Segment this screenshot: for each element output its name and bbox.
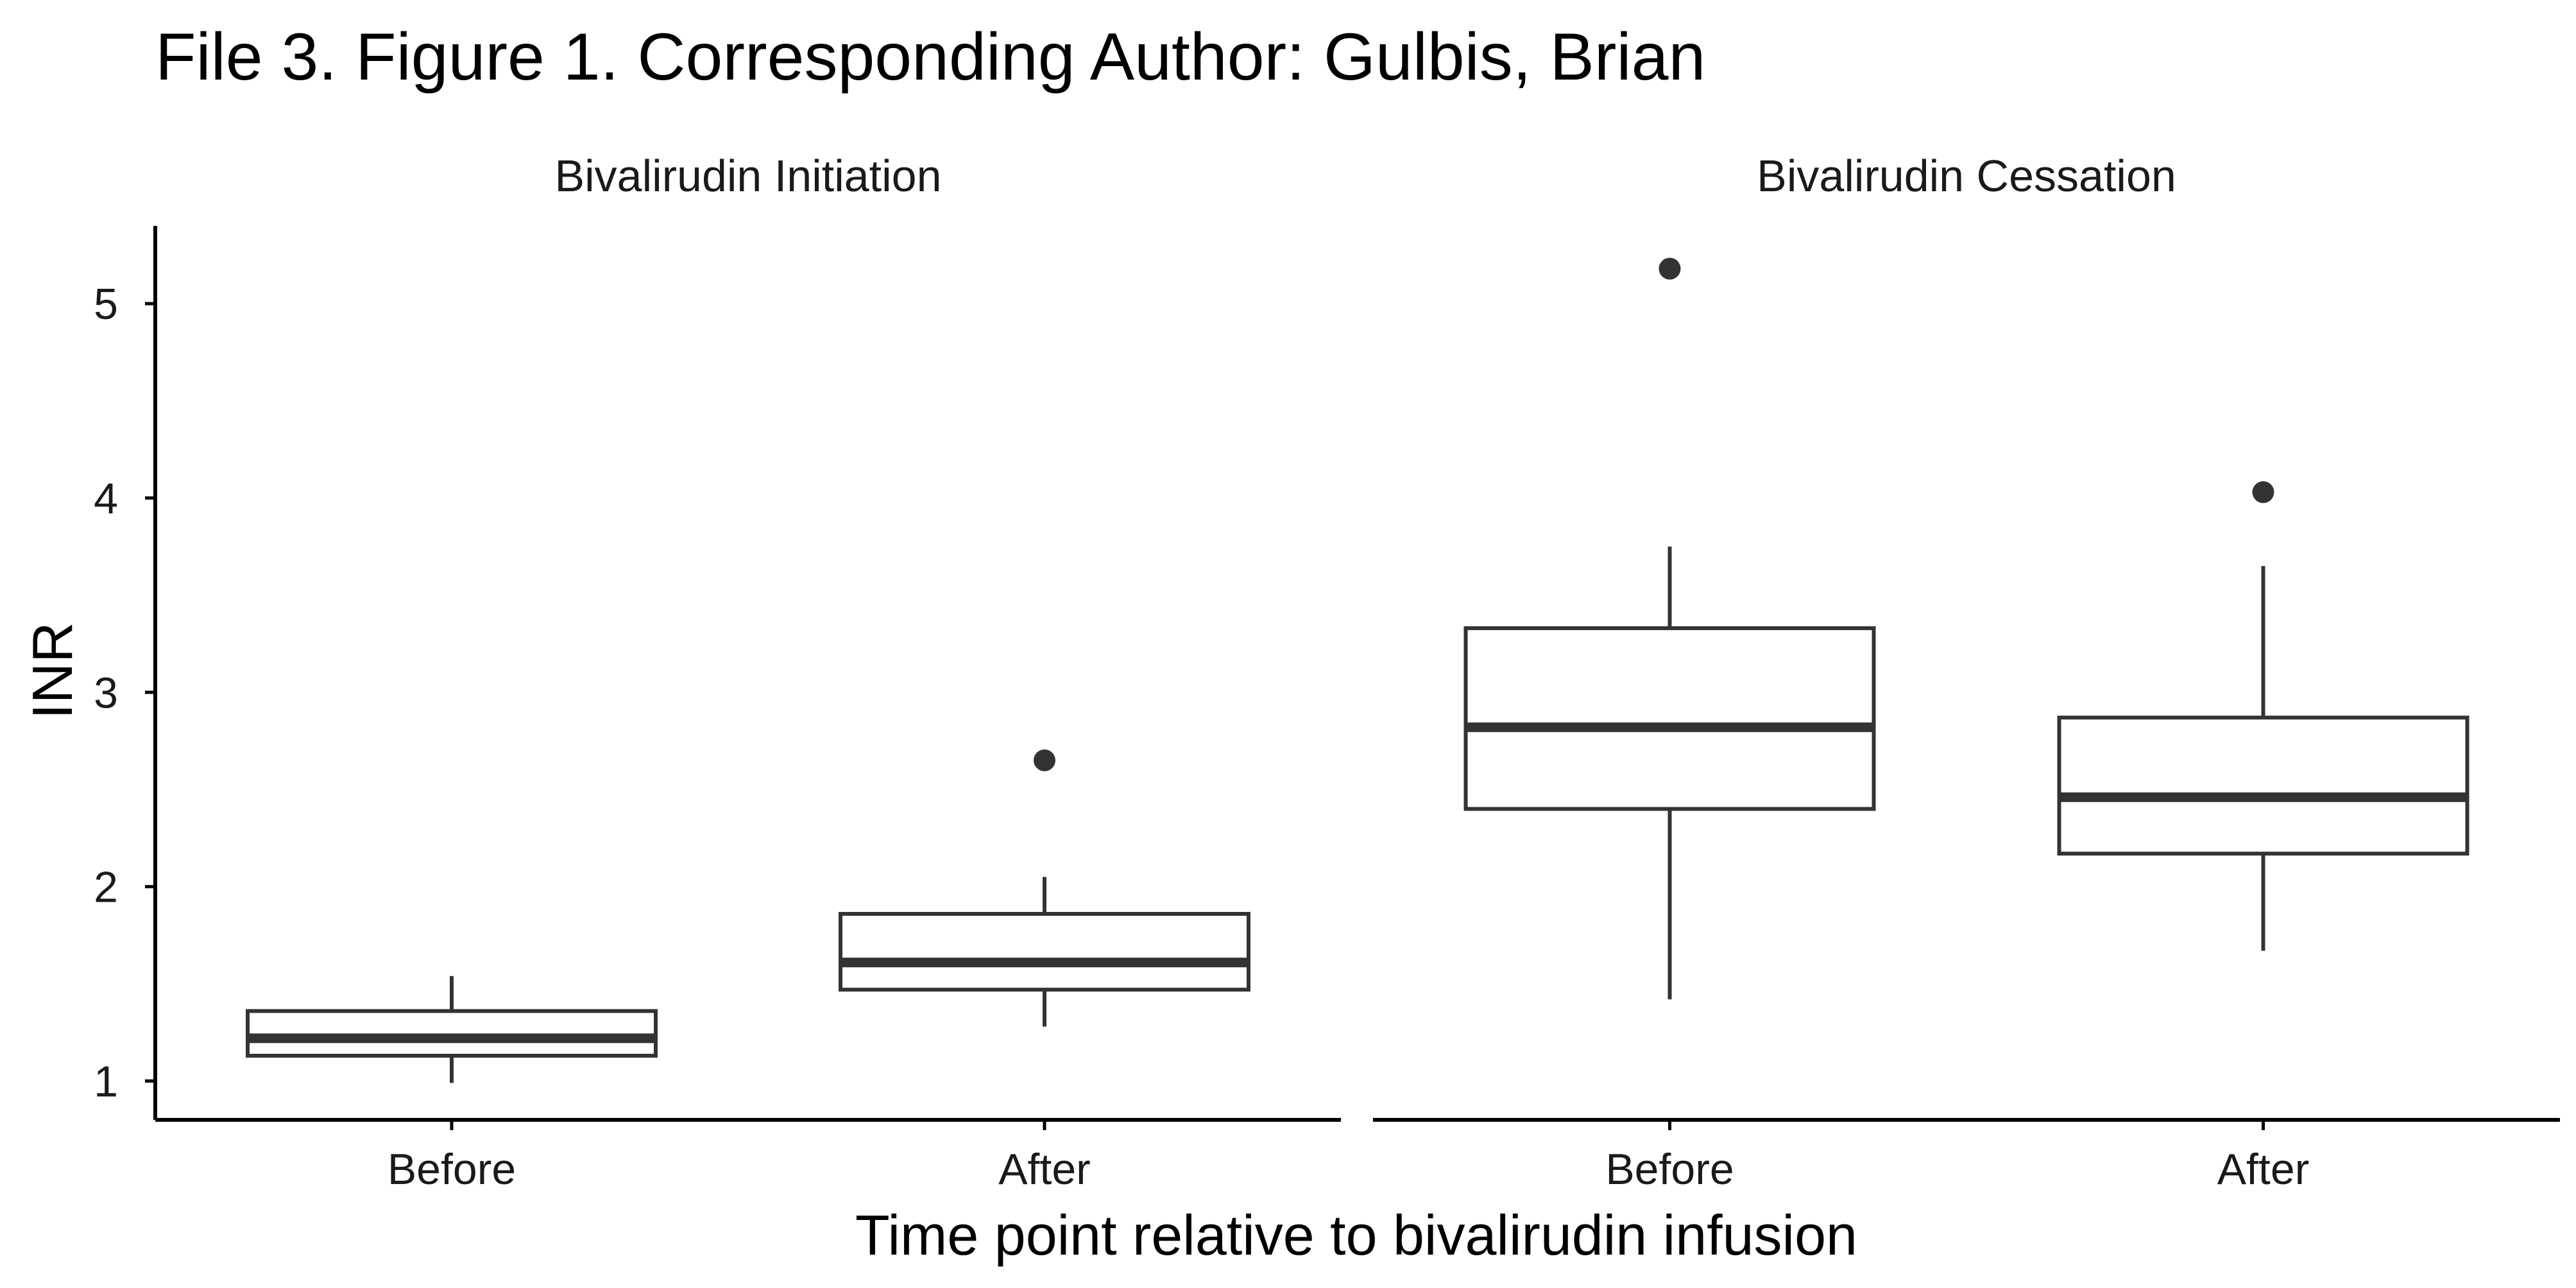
panel-strip-label: Bivalirudin Initiation xyxy=(554,151,941,201)
figure-title: File 3. Figure 1. Corresponding Author: … xyxy=(155,20,1705,94)
box-iqr xyxy=(2057,716,2469,856)
y-tick-label: 1 xyxy=(94,1057,118,1106)
box-iqr xyxy=(246,1009,658,1058)
outlier-point xyxy=(1034,749,1055,771)
box-iqr xyxy=(1463,626,1876,811)
y-tick-label: 5 xyxy=(94,280,118,329)
y-tick-label: 3 xyxy=(94,669,118,717)
x-tick-label: Before xyxy=(388,1145,516,1194)
x-tick-label: Before xyxy=(1605,1145,1734,1194)
outlier-point xyxy=(2252,481,2274,503)
chart-area: 1 2 3 4 5 Bivalirudin Initiation Before After Bi… xyxy=(94,151,2560,1194)
x-tick-label: After xyxy=(998,1145,1091,1194)
y-tick-label: 4 xyxy=(94,474,118,523)
y-axis-label: INR xyxy=(21,622,84,719)
outlier-point xyxy=(1659,257,1681,280)
y-tick-label: 2 xyxy=(94,863,118,912)
box-iqr xyxy=(839,912,1250,992)
panel-strip-label: Bivalirudin Cessation xyxy=(1757,151,2176,201)
x-axis-label: Time point relative to bivalirudin infus… xyxy=(855,1203,1857,1267)
x-tick-label: After xyxy=(2217,1145,2310,1194)
